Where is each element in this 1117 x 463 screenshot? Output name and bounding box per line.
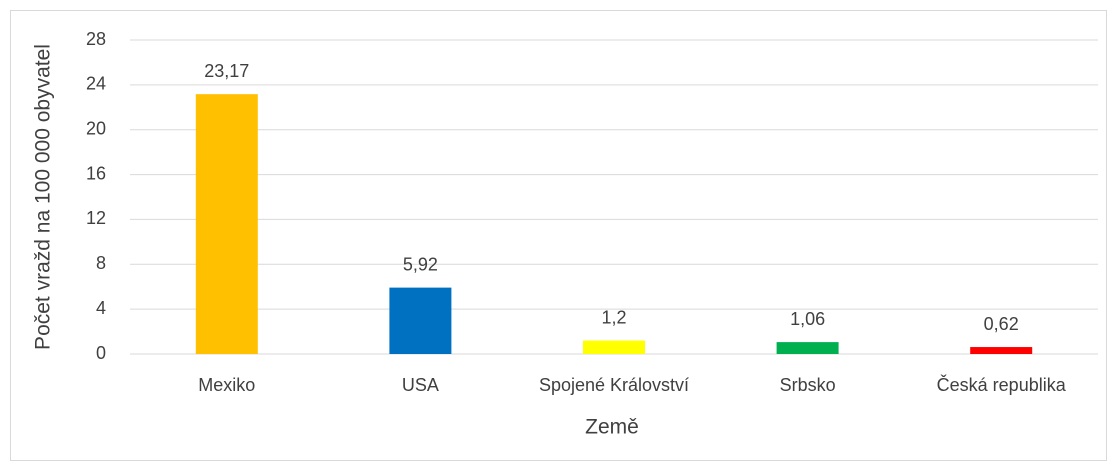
x-tick-label: Srbsko (780, 375, 836, 395)
bar (195, 94, 258, 354)
y-tick-label: 0 (96, 343, 106, 363)
bar (389, 287, 452, 354)
y-tick-label: 24 (86, 74, 106, 94)
x-tick-label: USA (402, 375, 439, 395)
value-label: 1,06 (790, 309, 825, 329)
y-axis-label: Počet vražd na 100 000 obyvatel (32, 44, 55, 350)
y-tick-label: 4 (96, 298, 106, 318)
chart-border (10, 10, 1107, 461)
y-tick-label: 8 (96, 253, 106, 273)
value-label: 23,17 (204, 61, 249, 81)
y-tick-label: 20 (86, 118, 106, 138)
bar (970, 347, 1033, 354)
bar (583, 340, 645, 354)
x-axis-label: Země (585, 416, 639, 439)
value-label: 0,62 (984, 314, 1019, 334)
y-tick-label: 12 (86, 208, 106, 228)
x-tick-label: Česká republika (937, 374, 1067, 395)
x-tick-label: Spojené Království (539, 375, 689, 395)
value-label: 1,2 (601, 307, 626, 327)
bar (776, 342, 839, 354)
x-tick-label: Mexiko (198, 375, 255, 395)
y-tick-label: 28 (86, 29, 106, 49)
value-label: 5,92 (403, 254, 438, 274)
y-tick-label: 16 (86, 163, 106, 183)
